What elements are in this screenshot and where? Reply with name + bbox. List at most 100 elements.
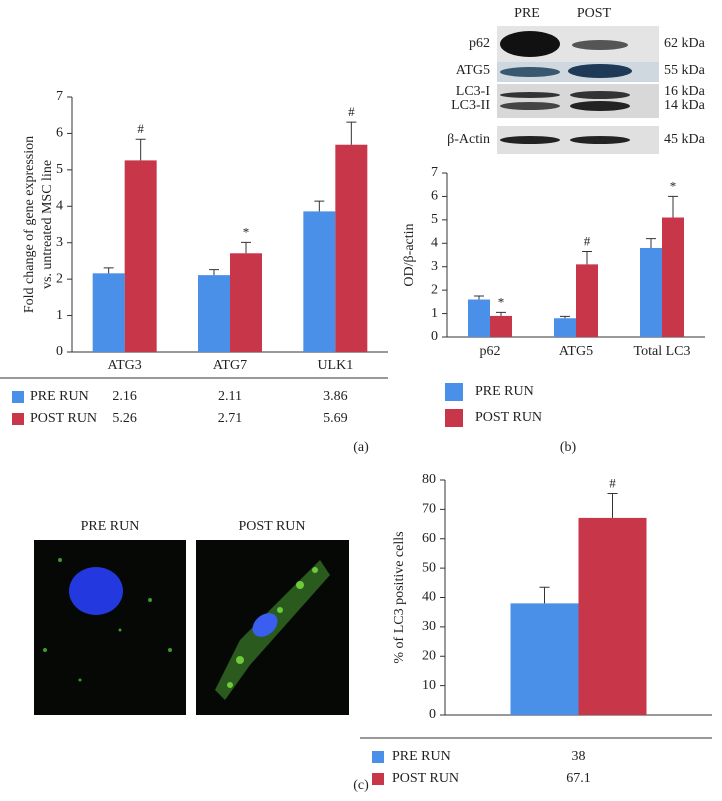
- y-tick-label: 0: [56, 344, 63, 359]
- y-tick-label: 1: [56, 308, 63, 323]
- significance-marker: #: [137, 121, 144, 136]
- x-tick-label: ATG7: [213, 358, 247, 373]
- legend-swatch: [12, 391, 24, 403]
- y-tick-label: 2: [56, 271, 63, 286]
- lane-label: PRE: [514, 6, 540, 21]
- legend-swatch: [12, 413, 24, 425]
- y-tick-label: 6: [56, 126, 63, 141]
- bar: [303, 211, 336, 352]
- y-tick-label: 40: [422, 590, 436, 605]
- error-bar: [474, 295, 484, 300]
- band-label: β-Actin: [447, 132, 490, 147]
- bar: [230, 253, 262, 352]
- y-tick-label: 60: [422, 531, 436, 546]
- error-bar: [209, 269, 219, 276]
- table-value: 67.1: [566, 771, 591, 786]
- panel-caption: (b): [560, 440, 577, 455]
- table-value: 2.71: [218, 411, 243, 426]
- band-label: LC3-I: [456, 84, 491, 99]
- y-axis-label: OD/β-actin: [402, 223, 417, 286]
- band-label: LC3-II: [451, 98, 490, 113]
- error-bar: [646, 238, 656, 248]
- error-bar: [539, 586, 550, 604]
- lane-label: POST: [577, 6, 612, 21]
- significance-marker: #: [609, 475, 616, 490]
- legend-label: POST RUN: [30, 411, 97, 426]
- band-size: 45 kDa: [664, 132, 706, 147]
- error-bar: [314, 200, 325, 212]
- bar: [92, 273, 125, 352]
- legend-swatch: [372, 751, 384, 763]
- y-axis-label: vs. untreated MSC line: [40, 160, 55, 289]
- legend-swatch: [372, 773, 384, 785]
- micrograph-post: [196, 540, 349, 715]
- error-bar: [496, 311, 506, 316]
- bar: [578, 517, 647, 715]
- panel-caption: (a): [353, 440, 369, 455]
- legend-label: POST RUN: [475, 410, 542, 425]
- x-tick-label: p62: [480, 344, 501, 359]
- y-tick-label: 5: [56, 162, 63, 177]
- micrograph-label: POST RUN: [238, 519, 305, 534]
- y-tick-label: 20: [422, 648, 436, 663]
- band-size: 14 kDa: [664, 98, 706, 113]
- table-value: 2.16: [112, 389, 137, 404]
- legend-label: PRE RUN: [392, 749, 451, 764]
- y-tick-label: 4: [56, 199, 63, 214]
- y-tick-label: 30: [422, 619, 436, 634]
- y-tick-label: 4: [431, 236, 438, 251]
- y-tick-label: 6: [431, 189, 438, 204]
- y-tick-label: 3: [431, 259, 438, 274]
- bar: [554, 318, 576, 337]
- band-size: 62 kDa: [664, 36, 706, 51]
- bar: [124, 160, 157, 352]
- band-label: p62: [469, 36, 490, 51]
- legend-swatch: [445, 383, 463, 401]
- bar: [198, 275, 230, 352]
- y-tick-label: 3: [56, 235, 63, 250]
- y-tick-label: 50: [422, 560, 436, 575]
- bar: [335, 144, 368, 352]
- error-bar: [135, 138, 146, 161]
- blot-image: [497, 26, 659, 154]
- error-bar: [582, 250, 592, 265]
- error-bar: [346, 121, 357, 145]
- y-tick-label: 80: [422, 472, 436, 487]
- y-tick-label: 7: [56, 89, 63, 104]
- bar: [510, 603, 579, 715]
- error-bar: [607, 493, 618, 518]
- y-tick-label: 2: [431, 282, 438, 297]
- panel-caption: (c): [353, 778, 369, 793]
- bar: [640, 247, 662, 337]
- bar: [662, 217, 684, 337]
- y-axis-label: Fold change of gene expression: [22, 136, 37, 313]
- table-value: 2.11: [218, 389, 242, 404]
- significance-marker: *: [670, 178, 677, 193]
- legend-label: POST RUN: [392, 771, 459, 786]
- x-tick-label: Total LC3: [634, 344, 691, 359]
- y-tick-label: 0: [429, 707, 436, 722]
- significance-marker: *: [243, 224, 250, 239]
- bar: [468, 299, 490, 337]
- y-axis-label: % of LC3 positive cells: [392, 531, 407, 663]
- table-value: 3.86: [323, 389, 348, 404]
- x-tick-label: ATG5: [559, 344, 593, 359]
- band-label: ATG5: [456, 63, 490, 78]
- y-tick-label: 7: [431, 165, 438, 180]
- legend-swatch: [445, 409, 463, 427]
- error-bar: [560, 315, 570, 319]
- band-size: 16 kDa: [664, 84, 706, 99]
- error-bar: [103, 267, 114, 274]
- y-tick-label: 5: [431, 212, 438, 227]
- table-value: 38: [572, 749, 586, 764]
- y-tick-label: 10: [422, 678, 436, 693]
- error-bar: [668, 195, 678, 218]
- legend-label: PRE RUN: [30, 389, 89, 404]
- y-tick-label: 1: [431, 306, 438, 321]
- x-tick-label: ATG3: [108, 358, 142, 373]
- bar: [490, 315, 512, 337]
- legend-label: PRE RUN: [475, 384, 534, 399]
- bar: [576, 264, 598, 337]
- significance-marker: #: [584, 233, 591, 248]
